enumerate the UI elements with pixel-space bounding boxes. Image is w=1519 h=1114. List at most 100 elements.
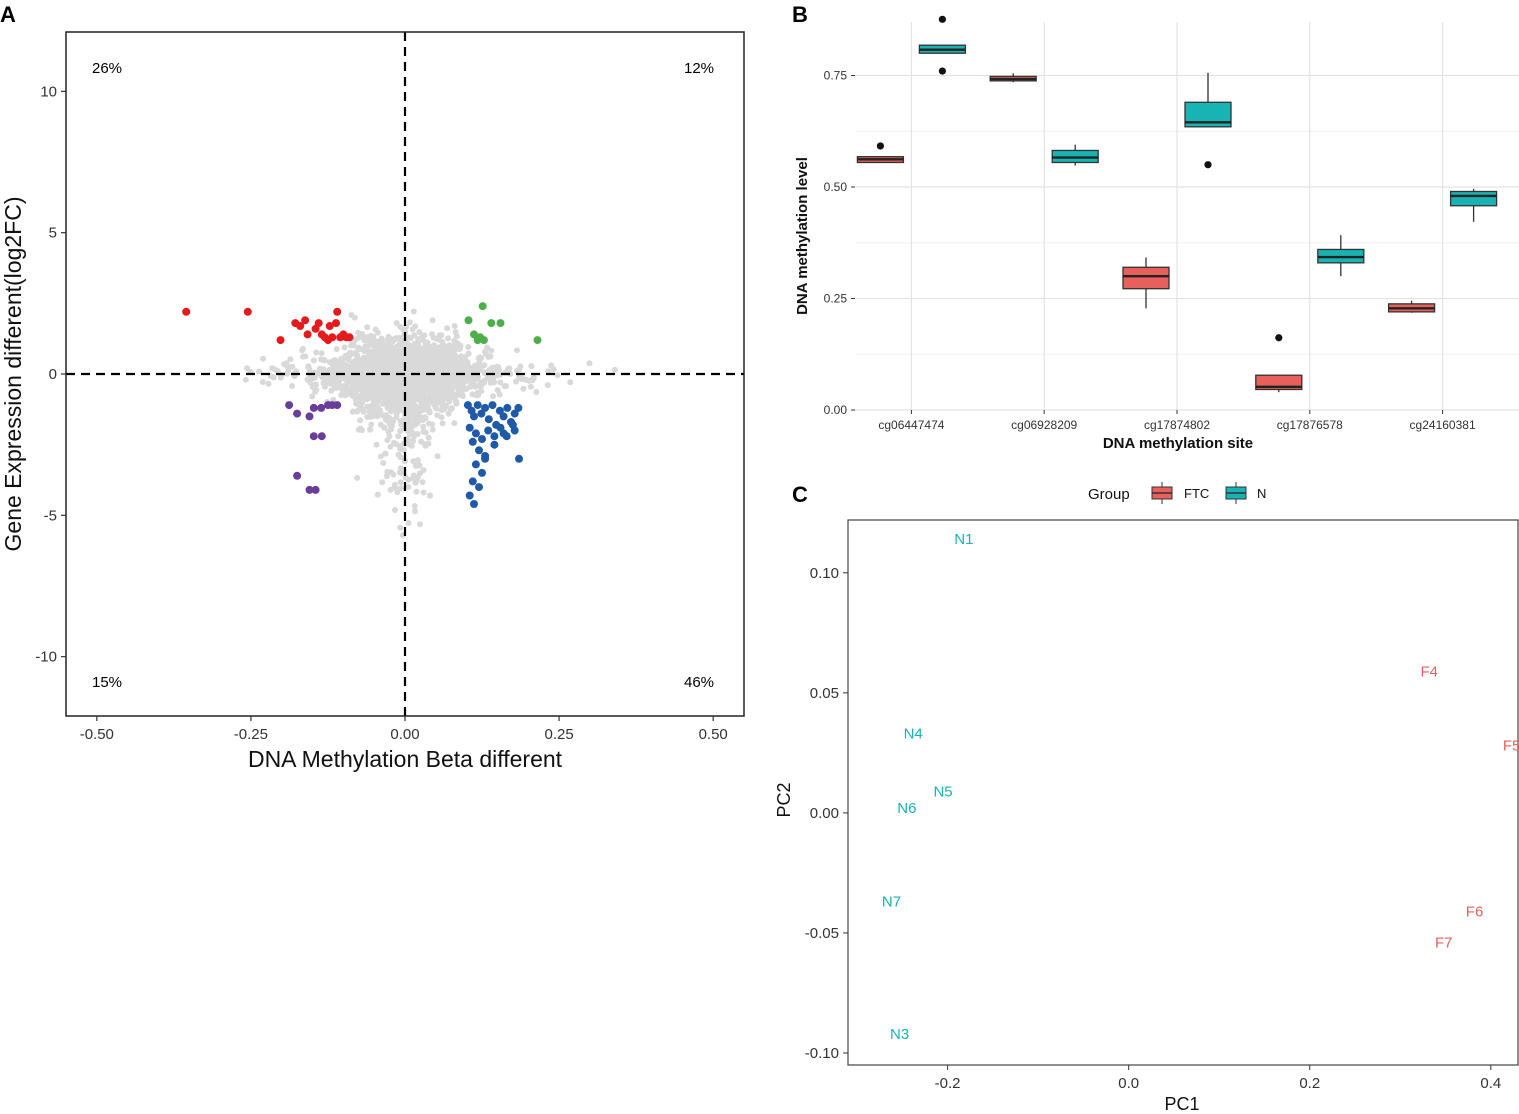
background-point [427, 380, 434, 387]
background-point [381, 424, 388, 431]
background-point [428, 359, 435, 366]
background-point [364, 362, 371, 368]
background-point [425, 434, 432, 441]
background-point [353, 362, 360, 369]
background-point [469, 391, 476, 398]
background-point [285, 367, 292, 374]
data-point-hypermethylated-downregulated [490, 432, 499, 441]
data-point-hypermethylated-downregulated [468, 437, 477, 446]
data-point-hypermethylated-downregulated [468, 477, 477, 486]
y-tick-label: -0.05 [805, 925, 839, 942]
background-point [545, 368, 552, 375]
background-point [412, 421, 418, 428]
data-point-hypermethylated-downregulated [473, 401, 482, 410]
legend-label-ftc: FTC [1184, 486, 1209, 501]
background-point [363, 380, 370, 387]
panel-c-sample-labels: N1 N4 N5 N6 N7 N3 F4 F5 F6 F7 [882, 531, 1519, 1043]
data-point-hypermethylated-downregulated [515, 454, 523, 463]
x-tick-label: 0.00 [390, 726, 419, 743]
background-point [398, 421, 405, 428]
y-tick-label: 0.00 [824, 403, 848, 417]
background-point [367, 426, 373, 433]
background-point [490, 379, 497, 386]
background-point [359, 427, 366, 434]
panel-c-plot-area [847, 519, 1519, 1066]
y-tick-label: 0 [49, 366, 57, 383]
data-point-hypermethylated-downregulated [481, 454, 490, 463]
y-tick-label: 5 [49, 225, 57, 242]
x-tick-label: -0.25 [234, 726, 268, 743]
background-point [448, 405, 455, 412]
y-tick-label: -10 [35, 649, 57, 666]
background-point [284, 362, 290, 369]
panel-c-x-axis: -0.2 0.0 0.2 0.4 [935, 1065, 1501, 1092]
background-point [451, 420, 458, 427]
panel-b-x-axis: cg06447474 cg06928209 cg17874802 cg17876578… [878, 410, 1476, 432]
panel-label-a: A [0, 2, 16, 27]
background-point [359, 330, 366, 337]
background-point [450, 343, 457, 350]
background-point [377, 453, 384, 460]
background-point [439, 402, 446, 409]
background-point [426, 409, 433, 416]
background-point [414, 358, 421, 365]
background-point [520, 385, 527, 392]
background-point [364, 324, 371, 331]
background-point [490, 393, 496, 400]
background-point [310, 357, 317, 364]
background-point [309, 393, 316, 400]
background-point [289, 363, 296, 370]
background-point [405, 520, 412, 526]
background-point [445, 357, 452, 364]
background-point [464, 359, 471, 366]
background-point [397, 479, 404, 486]
background-point [320, 367, 327, 374]
background-point [416, 521, 423, 528]
background-point [333, 346, 340, 353]
y-tick-label: -0.10 [805, 1045, 839, 1062]
data-point-hypomethylated-downregulated [293, 471, 302, 480]
data-point-hypermethylated-downregulated [475, 446, 483, 455]
background-point [387, 408, 394, 415]
background-point [404, 334, 411, 341]
data-point-hypermethylated-downregulated [484, 426, 493, 435]
background-point [415, 346, 422, 353]
background-point [379, 479, 386, 486]
background-point [401, 458, 408, 465]
panel-b-gridlines [855, 22, 1519, 411]
background-point [393, 320, 400, 327]
background-point [517, 363, 524, 370]
background-point [416, 380, 423, 387]
background-point [328, 359, 335, 366]
y-tick-label: 0.75 [824, 69, 848, 83]
background-point [385, 375, 391, 381]
data-point-hypomethylated-upregulated [243, 307, 252, 316]
background-point [341, 344, 348, 351]
background-point [407, 319, 413, 326]
panel-b-y-axis: 0.00 0.25 0.50 0.75 [824, 69, 855, 417]
background-point [415, 417, 422, 424]
data-point-hypermethylated-downregulated [477, 409, 486, 418]
x-tick-label: -0.2 [935, 1075, 961, 1092]
background-point [412, 508, 418, 515]
background-point [357, 403, 364, 410]
background-point [364, 375, 371, 382]
outlier-point [938, 67, 947, 75]
y-tick-label: 0.10 [810, 565, 839, 582]
background-point [385, 339, 392, 346]
background-point [414, 396, 421, 403]
background-point [392, 507, 398, 513]
background-point [465, 350, 472, 357]
background-point [514, 367, 520, 374]
data-point-hypermethylated-downregulated [484, 415, 493, 424]
background-point [397, 427, 404, 434]
box-N-cg24160381 [1449, 188, 1498, 222]
data-point-hypermethylated-downregulated [503, 403, 512, 412]
data-point-hypomethylated-downregulated [309, 403, 318, 412]
background-point [353, 385, 360, 392]
background-point [382, 380, 389, 387]
x-tick-label: cg17874802 [1144, 418, 1210, 432]
data-point-hypermethylated-downregulated [481, 403, 490, 412]
background-point [395, 433, 402, 440]
